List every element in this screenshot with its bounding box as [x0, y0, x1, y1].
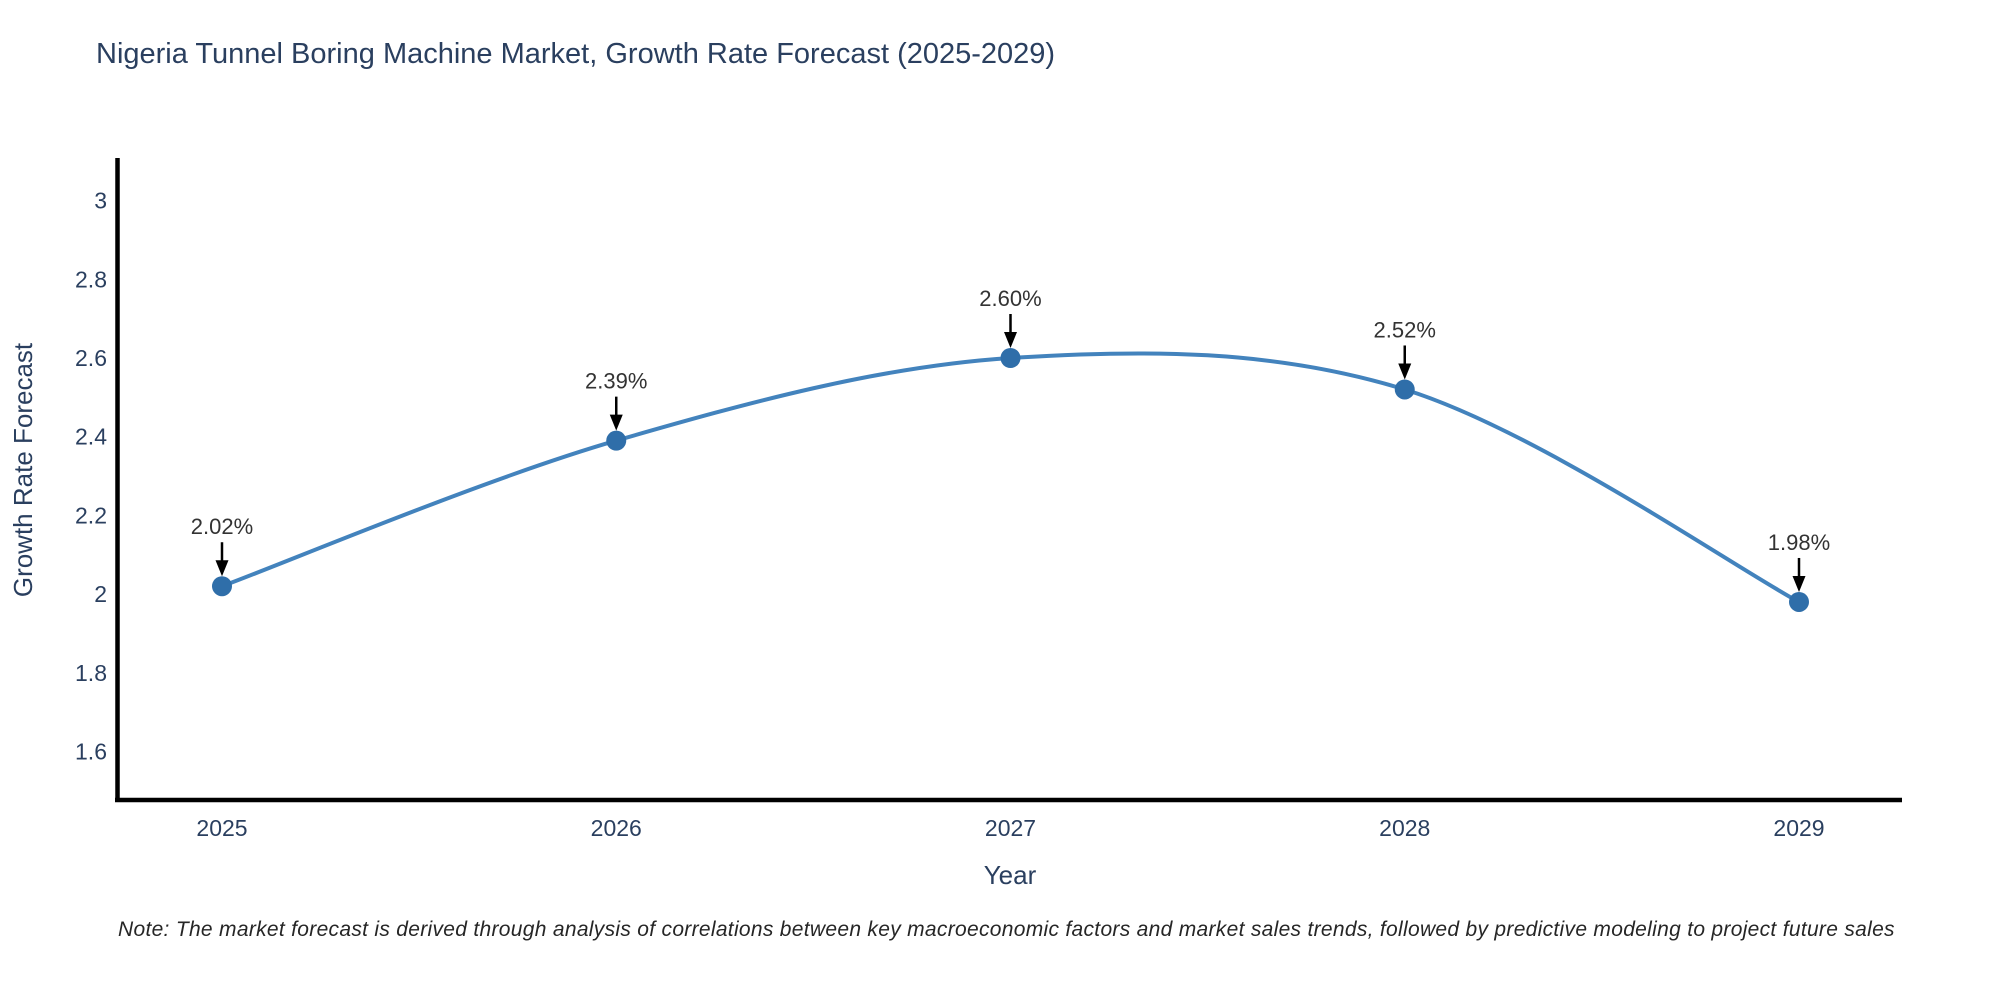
y-tick-label: 2.2 — [75, 502, 107, 528]
data-point-marker — [606, 430, 627, 451]
annotation-arrowhead — [1004, 332, 1017, 348]
y-tick-label: 2.8 — [75, 266, 107, 292]
x-tick-label: 2026 — [591, 815, 642, 841]
data-point-marker — [212, 576, 232, 597]
y-tick-label: 1.8 — [75, 660, 107, 686]
chart-title: Nigeria Tunnel Boring Machine Market, Gr… — [96, 38, 1056, 70]
data-point-marker — [1394, 379, 1415, 400]
annotation-arrowhead — [1398, 363, 1412, 380]
x-axis-title: Year — [984, 860, 1037, 890]
footnote: Note: The market forecast is derived thr… — [118, 918, 1895, 941]
annotations-group: 2.02% 2.39% 2.60% 2.52% 1.98% — [191, 286, 1830, 592]
y-tick-label: 2.6 — [75, 345, 107, 371]
series-line — [220, 351, 1801, 604]
point-annotation-label: 2.39% — [585, 369, 647, 394]
annotation-arrowhead — [609, 414, 623, 431]
y-tick-label: 2.4 — [75, 424, 107, 450]
series-group — [212, 348, 1809, 612]
data-point-marker — [1789, 591, 1809, 612]
point-annotation: 2.60% — [979, 286, 1042, 348]
point-annotation-label: 2.02% — [191, 514, 253, 539]
point-annotation: 2.52% — [1374, 317, 1436, 380]
data-point-marker — [1000, 348, 1021, 368]
x-tick-labels: 2025 2026 2027 2028 2029 — [196, 815, 1824, 841]
chart-plot-area: 32.82.62.42.221.81.6 2025 2026 2027 2028 202… — [8, 158, 1902, 890]
point-annotation-label: 1.98% — [1768, 530, 1830, 555]
x-tick-label: 2027 — [985, 815, 1036, 841]
point-annotation: 1.98% — [1768, 530, 1830, 592]
annotation-arrowhead — [1792, 575, 1806, 592]
annotation-arrowhead — [215, 560, 229, 577]
x-tick-label: 2029 — [1773, 815, 1824, 841]
x-tick-label: 2028 — [1379, 815, 1430, 841]
point-annotation-label: 2.60% — [979, 286, 1041, 311]
y-tick-label: 1.6 — [75, 739, 107, 765]
y-axis-title: Growth Rate Forecast — [8, 342, 38, 597]
y-tick-label: 2 — [94, 581, 107, 607]
point-annotation: 2.39% — [585, 369, 647, 431]
y-tick-label: 3 — [94, 188, 107, 214]
point-annotation: 2.02% — [191, 514, 253, 577]
y-tick-labels: 3 2.8 2.6 2.4 2.2 2 1.8 1.6 — [75, 188, 107, 765]
point-annotation-label: 2.52% — [1374, 317, 1436, 342]
x-tick-label: 2025 — [196, 815, 247, 841]
